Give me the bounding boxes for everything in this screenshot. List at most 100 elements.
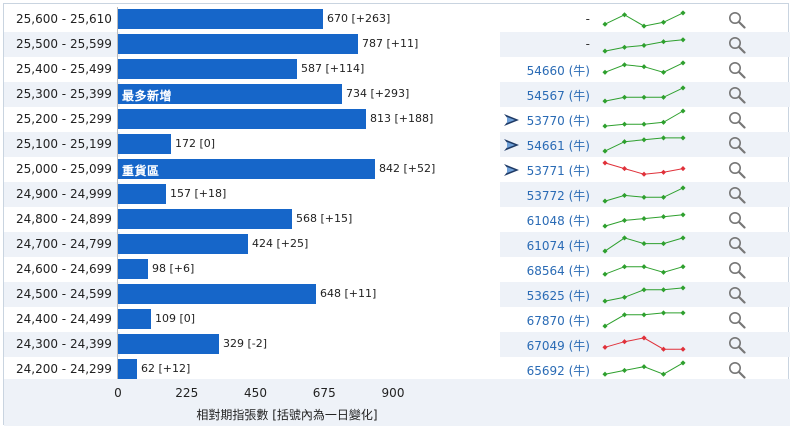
search-icon[interactable] bbox=[728, 236, 746, 254]
range-row: 24,900 - 24,999 157 [+18] 53772 (牛) bbox=[4, 182, 790, 207]
axis-tick-label: 450 bbox=[244, 386, 267, 400]
price-range-label: 24,200 - 24,299 bbox=[16, 362, 112, 376]
range-row: 25,200 - 25,299 813 [+188] 53770 (牛) bbox=[4, 107, 790, 132]
search-icon[interactable] bbox=[728, 261, 746, 279]
price-range-label: 24,500 - 24,599 bbox=[16, 287, 112, 301]
range-row: 24,400 - 24,499 109 [0] 67870 (牛) bbox=[4, 307, 790, 332]
search-icon[interactable] bbox=[728, 11, 746, 29]
search-icon[interactable] bbox=[728, 361, 746, 379]
bull-flag-icon bbox=[504, 164, 519, 176]
trend-sparkline bbox=[602, 60, 686, 75]
range-row: 24,200 - 24,299 62 [+12] 65692 (牛) bbox=[4, 357, 790, 382]
bar-value-label: 813 [+188] bbox=[370, 112, 434, 125]
price-range-label: 24,700 - 24,799 bbox=[16, 237, 112, 251]
trend-sparkline bbox=[602, 285, 686, 304]
bar-value-label: 329 [-2] bbox=[223, 337, 268, 350]
trend-sparkline bbox=[602, 10, 686, 29]
warrant-code-link[interactable]: 68564 (牛) bbox=[526, 264, 590, 278]
contracts-bar bbox=[118, 234, 248, 254]
axis-footer bbox=[4, 379, 790, 426]
warrant-code-link: - bbox=[585, 37, 590, 51]
contracts-bar bbox=[118, 259, 148, 279]
search-icon[interactable] bbox=[728, 36, 746, 54]
warrant-code-link: - bbox=[585, 12, 590, 26]
axis-tick-label: 675 bbox=[312, 386, 336, 400]
bar-value-label: 157 [+18] bbox=[170, 187, 227, 200]
range-row: 25,600 - 25,610 670 [+263] - bbox=[4, 7, 790, 32]
contracts-bar: 重貨區 bbox=[118, 159, 375, 179]
warrant-code-link[interactable]: 67870 (牛) bbox=[526, 314, 590, 328]
search-icon[interactable] bbox=[728, 111, 746, 129]
row-shade bbox=[4, 32, 120, 57]
row-shade bbox=[500, 282, 790, 307]
warrant-code-link[interactable]: 54660 (牛) bbox=[526, 64, 590, 78]
contracts-bar bbox=[118, 59, 297, 79]
contracts-bar bbox=[118, 34, 358, 54]
price-range-label: 24,600 - 24,699 bbox=[16, 262, 112, 276]
trend-sparkline bbox=[602, 360, 686, 377]
warrant-code-link[interactable]: 54567 (牛) bbox=[526, 89, 590, 103]
warrant-code-link[interactable]: 61048 (牛) bbox=[526, 214, 590, 228]
bar-value-label: 734 [+293] bbox=[346, 87, 410, 100]
trend-sparkline bbox=[602, 264, 686, 277]
search-icon[interactable] bbox=[728, 61, 746, 79]
warrant-code-link[interactable]: 54661 (牛) bbox=[526, 139, 590, 153]
warrant-code-link[interactable]: 53625 (牛) bbox=[526, 289, 590, 303]
bar-value-label: 842 [+52] bbox=[379, 162, 436, 175]
row-shade bbox=[500, 182, 790, 207]
bar-tag: 重貨區 bbox=[122, 164, 160, 178]
bar-value-label: 98 [+6] bbox=[152, 262, 195, 275]
bar-value-label: 787 [+11] bbox=[362, 37, 419, 50]
row-shade bbox=[4, 232, 120, 257]
trend-sparkline bbox=[602, 135, 686, 154]
search-icon[interactable] bbox=[728, 86, 746, 104]
warrant-code-link[interactable]: 53770 (牛) bbox=[526, 114, 590, 128]
search-icon[interactable] bbox=[728, 186, 746, 204]
warrant-code-link[interactable]: 61074 (牛) bbox=[526, 239, 590, 253]
warrant-code-link[interactable]: 65692 (牛) bbox=[526, 364, 590, 378]
trend-sparkline bbox=[602, 160, 686, 177]
warrant-code-link[interactable]: 53772 (牛) bbox=[526, 189, 590, 203]
contracts-bar bbox=[118, 184, 166, 204]
price-range-label: 25,100 - 25,199 bbox=[16, 137, 112, 151]
trend-sparkline bbox=[602, 212, 686, 229]
warrant-code-link[interactable]: 67049 (牛) bbox=[526, 339, 590, 353]
price-range-label: 25,500 - 25,599 bbox=[16, 37, 112, 51]
bar-value-label: 62 [+12] bbox=[141, 362, 191, 375]
range-row: 24,500 - 24,599 648 [+11] 53625 (牛) bbox=[4, 282, 790, 307]
price-range-label: 24,400 - 24,499 bbox=[16, 312, 112, 326]
bar-tag: 最多新增 bbox=[122, 89, 173, 103]
trend-sparkline bbox=[602, 310, 686, 329]
row-shade bbox=[4, 332, 120, 357]
bar-value-label: 109 [0] bbox=[155, 312, 196, 325]
price-range-label: 25,300 - 25,399 bbox=[16, 87, 112, 101]
trend-sparkline bbox=[602, 235, 686, 254]
contracts-bar bbox=[118, 284, 316, 304]
contracts-bar bbox=[118, 309, 151, 329]
range-row: 25,400 - 25,499 587 [+114] 54660 (牛) bbox=[4, 57, 790, 82]
search-icon[interactable] bbox=[728, 211, 746, 229]
range-row: 24,700 - 24,799 424 [+25] 61074 (牛) bbox=[4, 232, 790, 257]
bar-value-label: 648 [+11] bbox=[320, 287, 377, 300]
row-shade bbox=[500, 332, 790, 357]
search-icon[interactable] bbox=[728, 161, 746, 179]
range-row: 25,000 - 25,099 重貨區 842 [+52] 53771 (牛) bbox=[4, 157, 790, 182]
row-shade bbox=[4, 182, 120, 207]
price-range-label: 25,000 - 25,099 bbox=[16, 162, 112, 176]
range-row: 25,300 - 25,399 最多新增 734 [+293] 54567 (牛) bbox=[4, 82, 790, 107]
axis-tick-label: 900 bbox=[381, 386, 405, 400]
search-icon[interactable] bbox=[728, 286, 746, 304]
contracts-bar bbox=[118, 9, 323, 29]
contracts-bar bbox=[118, 334, 219, 354]
axis-title: 相對期指張數 [括號內為一日變化] bbox=[196, 408, 378, 422]
axis-tick-label: 0 bbox=[114, 386, 122, 400]
search-icon[interactable] bbox=[728, 311, 746, 329]
search-icon[interactable] bbox=[728, 136, 746, 154]
warrant-code-link[interactable]: 53771 (牛) bbox=[526, 164, 590, 178]
trend-sparkline bbox=[602, 85, 686, 104]
price-range-label: 25,400 - 25,499 bbox=[16, 62, 112, 76]
price-range-label: 24,300 - 24,399 bbox=[16, 337, 112, 351]
trend-sparkline bbox=[602, 108, 686, 129]
search-icon[interactable] bbox=[728, 336, 746, 354]
trend-sparkline bbox=[602, 335, 686, 352]
